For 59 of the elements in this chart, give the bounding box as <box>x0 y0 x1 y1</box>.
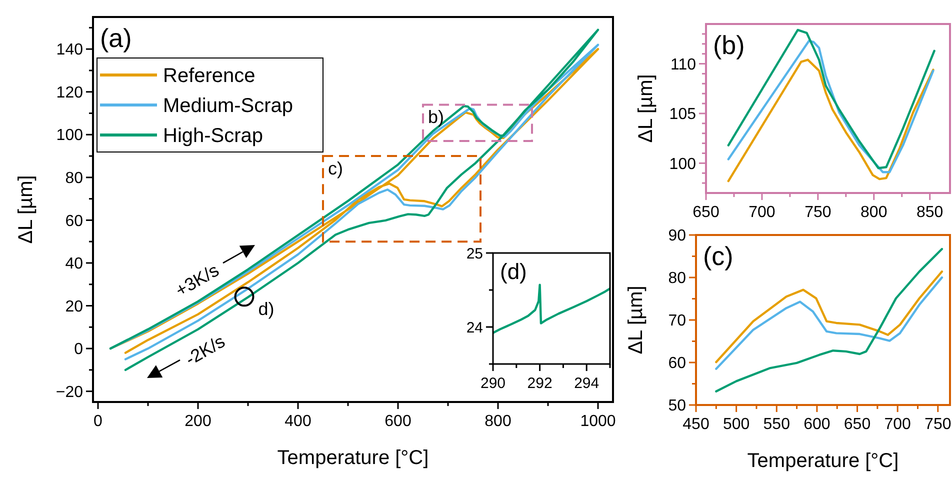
annotation: c) <box>328 158 343 178</box>
y-tick-label: 90 <box>668 228 686 245</box>
annotation: (c) <box>703 241 734 271</box>
y-tick-label: 100 <box>669 156 696 173</box>
x-tick-label: 400 <box>284 413 312 430</box>
annotation: b) <box>428 106 444 127</box>
annotation: (a) <box>100 23 132 53</box>
annotation: (d) <box>500 259 527 284</box>
y-tick-label: 80 <box>65 170 84 188</box>
y-tick-label: 20 <box>65 298 84 316</box>
x-tick-label: 200 <box>184 413 212 430</box>
x-tick-label: 850 <box>916 204 944 221</box>
legend-label: High-Scrap <box>163 125 264 147</box>
x-tick-label: 550 <box>763 416 790 433</box>
y-axis-title: ΔL [µm] <box>15 175 37 244</box>
annotation: -2K/s <box>182 331 228 370</box>
y-tick-label: 100 <box>56 127 84 144</box>
x-tick-label: 600 <box>804 416 830 433</box>
y-axis-title: ΔL [µm] <box>635 74 657 143</box>
x-tick-label: 290 <box>480 375 506 392</box>
annotation: d) <box>258 298 274 319</box>
legend-label: Reference <box>163 65 256 87</box>
line-series <box>493 284 610 334</box>
legend-label: Medium-Scrap <box>163 95 294 117</box>
x-tick-label: 800 <box>860 204 888 221</box>
y-tick-label: −20 <box>56 384 84 401</box>
y-tick-label: 140 <box>56 42 84 59</box>
x-tick-label: 292 <box>527 375 552 392</box>
y-tick-label: 40 <box>65 256 84 273</box>
x-tick-label: 500 <box>722 416 750 433</box>
x-tick-label: 800 <box>484 413 512 430</box>
y-tick-label: 50 <box>668 398 686 415</box>
y-axis-title: ΔL [µm] <box>625 286 647 354</box>
x-axis-title: Temperature [°C] <box>747 450 899 472</box>
x-tick-label: 700 <box>884 416 912 433</box>
x-tick-label: 450 <box>682 416 710 433</box>
y-tick-label: 70 <box>668 312 686 330</box>
x-tick-label: 650 <box>844 416 871 433</box>
y-tick-label: 24 <box>466 319 483 336</box>
annotation: (b) <box>713 30 745 60</box>
x-tick-label: 294 <box>574 375 600 392</box>
annotation: +3K/s <box>172 260 222 301</box>
y-tick-label: 60 <box>668 355 686 372</box>
x-tick-label: 600 <box>384 413 412 430</box>
x-tick-label: 0 <box>94 413 103 430</box>
x-tick-label: 1000 <box>580 413 616 430</box>
y-tick-label: 60 <box>65 212 84 230</box>
y-tick-label: 80 <box>668 270 686 288</box>
y-tick-label: 120 <box>56 84 84 102</box>
x-axis-title: Temperature [°C] <box>277 447 429 469</box>
x-tick-label: 700 <box>748 204 776 221</box>
x-tick-label: 750 <box>804 204 832 221</box>
line-series <box>727 58 934 182</box>
y-tick-label: 0 <box>74 341 84 358</box>
x-tick-label: 650 <box>692 204 720 221</box>
x-tick-label: 750 <box>924 416 952 433</box>
y-tick-label: 105 <box>669 106 696 124</box>
y-tick-label: 110 <box>670 56 696 74</box>
y-tick-label: 25 <box>466 245 483 262</box>
